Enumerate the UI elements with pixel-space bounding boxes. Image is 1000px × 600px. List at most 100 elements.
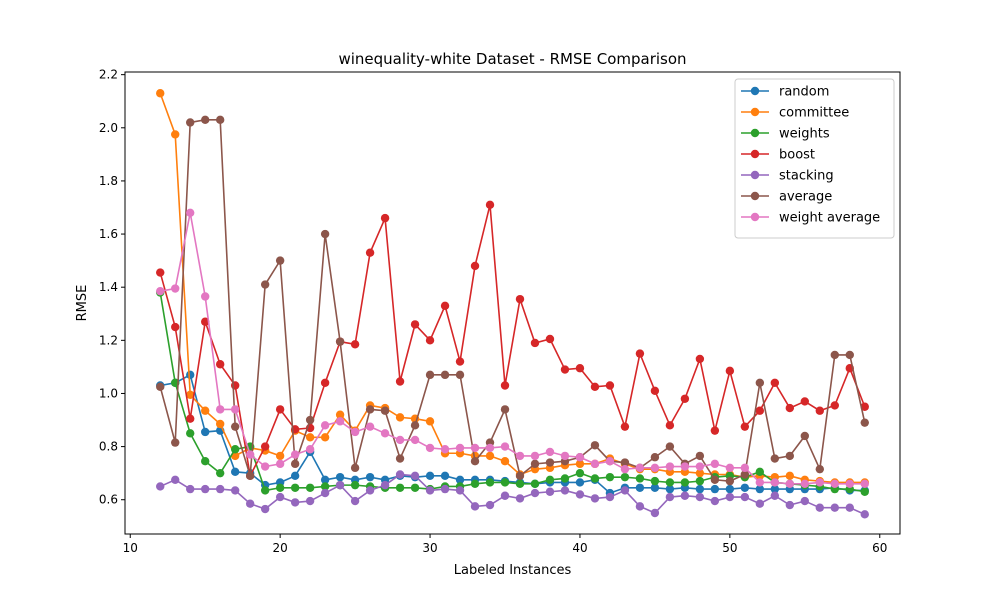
data-point-weight-average xyxy=(216,405,224,413)
data-point-stacking xyxy=(216,485,224,493)
data-point-boost xyxy=(531,339,539,347)
data-point-committee xyxy=(321,433,329,441)
x-tick-label: 10 xyxy=(123,541,138,555)
data-point-average xyxy=(216,116,224,124)
data-point-boost xyxy=(276,405,284,413)
legend-label: stacking xyxy=(779,169,834,184)
data-point-weights xyxy=(276,484,284,492)
data-point-average xyxy=(726,477,734,485)
data-point-stacking xyxy=(636,502,644,510)
data-point-weight-average xyxy=(711,460,719,468)
y-tick-label: 1.0 xyxy=(99,386,118,400)
data-point-boost xyxy=(321,379,329,387)
legend-marker xyxy=(751,129,759,137)
data-point-average xyxy=(771,454,779,462)
data-point-stacking xyxy=(171,476,179,484)
data-point-stacking xyxy=(261,505,269,513)
data-point-average xyxy=(426,371,434,379)
data-point-average xyxy=(261,280,269,288)
data-point-weights xyxy=(861,488,869,496)
data-point-average xyxy=(321,230,329,238)
data-point-stacking xyxy=(291,498,299,506)
data-point-stacking xyxy=(186,485,194,493)
data-point-weight-average xyxy=(486,444,494,452)
data-point-average xyxy=(696,452,704,460)
data-point-boost xyxy=(546,335,554,343)
data-point-weights xyxy=(396,484,404,492)
data-point-boost xyxy=(696,355,704,363)
y-tick-label: 1.4 xyxy=(99,280,118,294)
data-point-weights xyxy=(516,480,524,488)
data-point-boost xyxy=(726,367,734,375)
data-point-average xyxy=(396,454,404,462)
data-point-weights xyxy=(186,429,194,437)
data-point-weights xyxy=(651,477,659,485)
data-point-stacking xyxy=(801,497,809,505)
data-point-weight-average xyxy=(366,422,374,430)
data-point-weight-average xyxy=(501,442,509,450)
data-point-random xyxy=(441,472,449,480)
data-point-random xyxy=(336,473,344,481)
data-point-weight-average xyxy=(741,464,749,472)
data-point-boost xyxy=(186,415,194,423)
data-point-weight-average xyxy=(291,450,299,458)
data-point-weight-average xyxy=(246,450,254,458)
data-point-stacking xyxy=(246,500,254,508)
data-point-stacking xyxy=(381,481,389,489)
data-point-weights xyxy=(666,478,674,486)
data-point-committee xyxy=(396,413,404,421)
data-point-committee xyxy=(306,433,314,441)
data-point-random xyxy=(576,478,584,486)
data-point-average xyxy=(351,464,359,472)
y-tick-label: 2.0 xyxy=(99,121,118,135)
data-point-stacking xyxy=(501,492,509,500)
data-point-boost xyxy=(441,302,449,310)
data-point-stacking xyxy=(606,493,614,501)
data-point-stacking xyxy=(471,502,479,510)
data-point-random xyxy=(741,484,749,492)
data-point-committee xyxy=(156,89,164,97)
data-point-weight-average xyxy=(831,480,839,488)
data-point-stacking xyxy=(231,486,239,494)
data-point-stacking xyxy=(156,482,164,490)
data-point-random xyxy=(231,468,239,476)
legend-label: weight average xyxy=(779,211,880,226)
data-point-random xyxy=(711,485,719,493)
legend-marker xyxy=(751,150,759,158)
data-point-stacking xyxy=(621,486,629,494)
data-point-boost xyxy=(771,379,779,387)
data-point-weights xyxy=(291,484,299,492)
data-point-boost xyxy=(666,421,674,429)
data-point-stacking xyxy=(831,504,839,512)
data-point-stacking xyxy=(696,493,704,501)
data-point-average xyxy=(156,383,164,391)
data-point-average xyxy=(516,472,524,480)
data-point-boost xyxy=(621,422,629,430)
data-point-weight-average xyxy=(321,421,329,429)
data-point-average xyxy=(411,421,419,429)
data-point-boost xyxy=(711,426,719,434)
data-point-boost xyxy=(411,320,419,328)
data-point-average xyxy=(186,118,194,126)
data-point-random xyxy=(696,485,704,493)
data-point-average xyxy=(846,351,854,359)
data-point-stacking xyxy=(486,501,494,509)
y-axis-label: RMSE xyxy=(75,285,90,322)
data-point-weights xyxy=(681,478,689,486)
data-point-weight-average xyxy=(561,452,569,460)
data-point-weight-average xyxy=(516,452,524,460)
data-point-weight-average xyxy=(846,480,854,488)
data-point-weight-average xyxy=(351,428,359,436)
data-point-stacking xyxy=(561,486,569,494)
data-point-average xyxy=(651,453,659,461)
data-point-weight-average xyxy=(771,478,779,486)
data-point-average xyxy=(456,371,464,379)
data-point-stacking xyxy=(516,494,524,502)
data-point-stacking xyxy=(756,500,764,508)
data-point-committee xyxy=(216,420,224,428)
x-tick-label: 60 xyxy=(872,541,887,555)
data-point-stacking xyxy=(846,504,854,512)
data-point-average xyxy=(801,432,809,440)
data-point-boost xyxy=(591,383,599,391)
data-point-committee xyxy=(171,130,179,138)
